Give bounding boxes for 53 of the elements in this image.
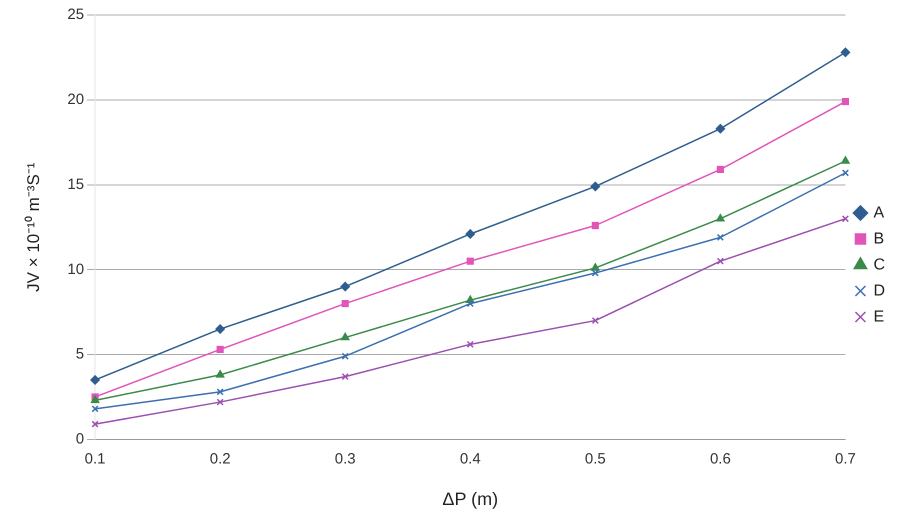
point xyxy=(90,396,100,404)
point xyxy=(591,263,600,271)
point xyxy=(216,346,224,354)
point xyxy=(216,398,224,406)
point xyxy=(592,222,599,230)
point xyxy=(842,215,850,222)
y-tick-label: 15 xyxy=(67,176,84,193)
y-tick-label: 20 xyxy=(67,91,84,108)
y-tick-label: 5 xyxy=(76,346,84,363)
x-tick-label: 0.6 xyxy=(710,450,731,468)
x-axis-title: ΔP (m) xyxy=(442,489,498,510)
point xyxy=(342,373,349,380)
point xyxy=(92,405,99,412)
point xyxy=(716,214,725,222)
x-tick-label: 0.5 xyxy=(584,450,606,468)
point xyxy=(466,340,474,348)
legend-label: B xyxy=(873,230,884,248)
point xyxy=(842,169,850,176)
x-tick-label: 0.7 xyxy=(835,450,856,468)
y-tick-label: 0 xyxy=(76,430,84,448)
x-tick-label: 0.4 xyxy=(460,450,481,468)
point xyxy=(92,420,99,428)
point xyxy=(466,229,476,239)
point xyxy=(90,375,100,385)
point xyxy=(841,156,850,164)
x-tick-label: 0.1 xyxy=(84,450,106,468)
point xyxy=(842,98,850,106)
point xyxy=(216,370,224,378)
point xyxy=(340,332,350,340)
point xyxy=(342,300,349,308)
y-tick-label: 10 xyxy=(67,260,84,278)
point xyxy=(716,124,726,134)
legend-label: C xyxy=(873,256,886,274)
point xyxy=(340,282,350,292)
y-tick-label: 25 xyxy=(67,6,84,24)
legend-label: A xyxy=(873,204,884,222)
point xyxy=(216,388,224,396)
point xyxy=(592,316,599,324)
point xyxy=(840,48,850,58)
point xyxy=(716,258,724,265)
point xyxy=(590,182,600,192)
y-axis-title: JV × 10⁻¹⁰ m⁻³S⁻¹ xyxy=(24,162,43,292)
point xyxy=(215,324,225,334)
point xyxy=(716,166,724,174)
point xyxy=(592,269,599,277)
x-tick-label: 0.3 xyxy=(334,450,356,468)
point xyxy=(466,258,474,265)
point xyxy=(342,352,349,360)
legend-label: D xyxy=(873,282,886,300)
point xyxy=(466,300,474,308)
legend-label: E xyxy=(873,308,884,326)
point xyxy=(716,234,724,241)
x-tick-label: 0.2 xyxy=(210,450,231,468)
